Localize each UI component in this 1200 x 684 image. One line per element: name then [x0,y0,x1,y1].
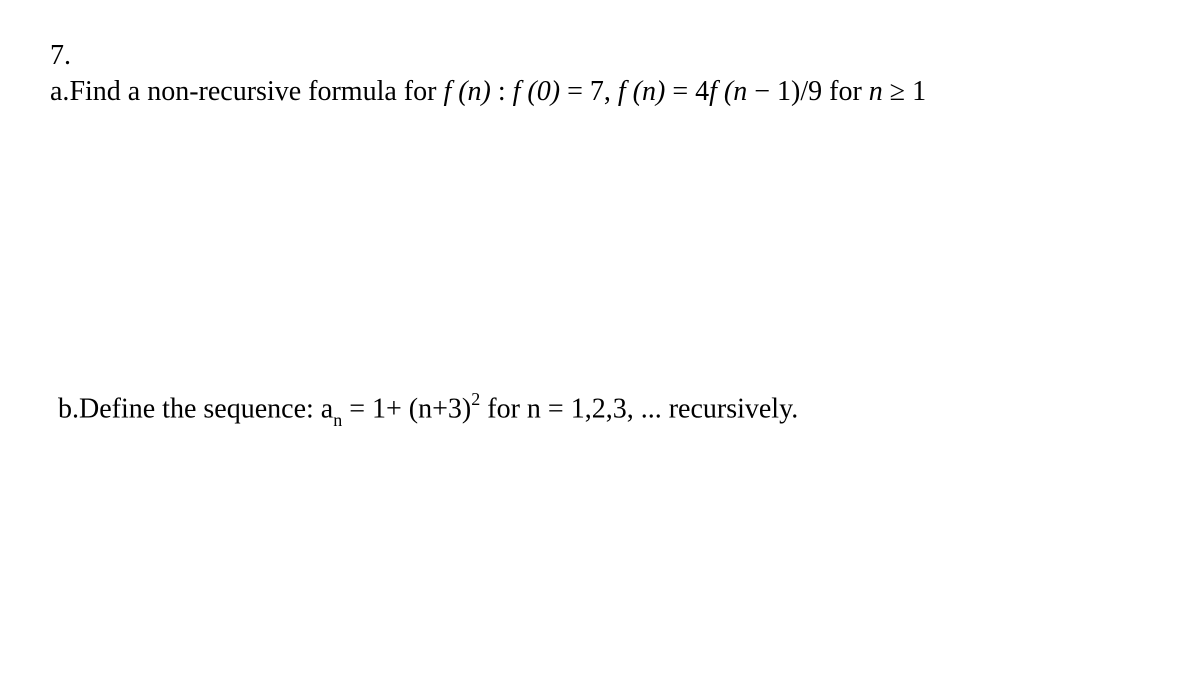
part-b-range: 1,2,3, ... [571,393,662,424]
part-a-eq1-rhs: 7 [590,76,604,107]
part-a-eq2-rest: 1)/9 [770,76,822,107]
part-b-rhs-sup: 2 [471,389,480,409]
part-b-seq-var: a [321,393,333,424]
part-a-eq1-lhs: f (0) [513,76,560,107]
part-a-colon: : [491,76,513,107]
part-b-line: b.Define the sequence: an = 1+ (n+3)2 fo… [58,390,798,430]
part-a-for: for [822,76,869,107]
part-a-eq2-minus: − [754,76,770,107]
part-a-cond-op: ≥ [883,76,912,107]
part-a-fn: f (n) [443,76,490,107]
part-a-eq2-lhs: f (n) [618,76,665,107]
part-b-prefix: Define the sequence: [79,393,321,424]
part-a-comma: , [604,76,618,107]
part-a-cond-var: n [869,76,883,107]
part-a-eq2-coef: 4 [695,76,709,107]
part-a-cond-val: 1 [912,76,926,107]
part-b-for: for n = [480,393,570,424]
part-a-line: a.Find a non-recursive formula for f (n)… [50,74,1150,110]
part-b-seq-sub: n [333,410,342,430]
part-b-eq: = [342,393,372,424]
question-number: 7. [50,40,1150,72]
part-b-suffix: recursively. [662,393,799,424]
part-a-eq1-eq: = [560,76,590,107]
part-a-eq2-fn: f (n [709,76,754,107]
part-a-label: a. [50,76,69,107]
part-b-label: b. [58,393,79,424]
part-a-eq2-eq: = [665,76,695,107]
part-a-prefix: Find a non-recursive formula for [69,76,443,107]
part-b-rhs1: 1+ (n+3) [372,393,471,424]
